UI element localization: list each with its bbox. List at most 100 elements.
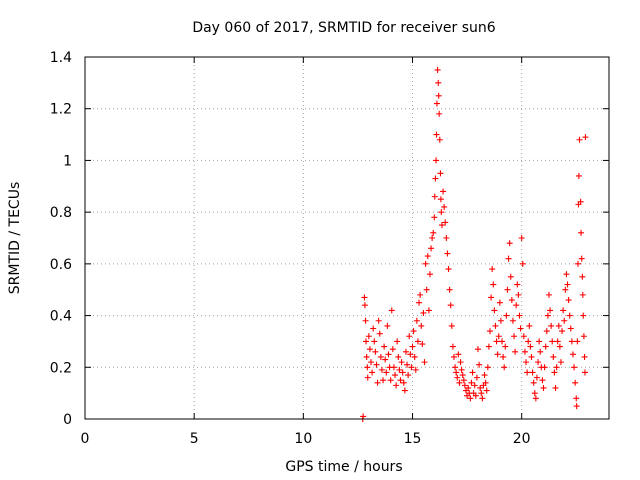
data-point [409,343,416,350]
data-point [481,372,488,379]
x-tick-label: 0 [81,431,90,447]
data-point [460,377,467,384]
data-point [404,361,411,368]
data-point [579,273,586,280]
data-point [574,338,581,345]
data-point [458,366,465,373]
data-point [502,343,509,350]
data-point [517,325,524,332]
data-point [371,338,378,345]
data-point [424,253,431,260]
data-point [577,198,584,205]
data-point [542,343,549,350]
data-point [499,338,506,345]
data-point [475,346,481,353]
data-point [511,333,518,340]
data-point [446,286,453,293]
data-point [487,328,494,335]
data-point [455,351,462,358]
data-point [472,392,479,399]
data-point [449,343,456,350]
data-point [500,353,507,360]
data-point [476,361,483,368]
data-point [548,322,555,329]
data-point [575,172,582,179]
data-point [411,353,418,360]
data-point [406,333,413,340]
data-point [494,351,501,358]
data-point [564,281,571,288]
data-point [400,379,407,386]
data-point [380,377,387,384]
data-point [524,369,531,376]
data-point [437,196,444,203]
data-point [523,359,530,366]
data-point [543,328,550,335]
y-tick-label: 0.8 [50,205,72,221]
data-point [515,291,522,298]
data-point [580,333,587,340]
data-point [421,359,428,366]
data-point [374,379,381,386]
data-point [361,302,368,309]
data-point [440,188,447,195]
data-point [565,297,572,304]
data-point [431,214,438,221]
data-point [573,403,580,410]
data-point [362,338,369,345]
data-point [582,134,589,141]
data-point [422,260,429,267]
data-point [492,322,499,329]
data-point [369,369,376,376]
data-point [508,297,515,304]
data-point [465,384,472,391]
data-point [373,361,380,368]
data-point [532,395,539,402]
data-point [363,353,370,360]
data-point [425,307,432,314]
data-point [555,322,562,329]
data-point [520,333,527,340]
x-tick-label: 15 [404,431,422,447]
data-point [434,66,441,73]
data-point [478,390,485,397]
data-point [364,364,371,371]
data-point [443,235,450,241]
data-point [376,330,383,337]
data-point [393,382,400,389]
data-point [553,364,560,371]
data-point [445,266,452,273]
data-point [557,359,564,366]
data-point [488,294,495,301]
data-point [576,136,583,143]
data-point [362,317,369,324]
x-axis-title: GPS time / hours [285,459,402,475]
data-point [365,333,372,340]
data-point [513,302,520,309]
data-point [453,369,460,376]
data-point [578,229,585,236]
data-point [468,379,475,386]
data-point [426,271,433,278]
y-tick-label: 1.2 [50,102,72,118]
plot-frame [84,56,610,420]
data-point [540,384,547,391]
data-point [398,359,405,366]
data-point [568,338,575,345]
data-point [384,322,391,329]
data-point [578,255,585,262]
data-point [483,387,490,394]
data-point [491,307,498,314]
data-point [429,235,436,241]
data-point [396,366,403,373]
data-point [514,281,521,288]
data-point [419,341,426,348]
data-point [581,369,588,376]
data-point [441,203,448,210]
data-point [457,359,464,366]
data-point [378,366,385,373]
y-tick-label: 0 [63,412,72,428]
data-point [530,379,537,386]
data-point [485,343,492,350]
data-point [405,372,412,379]
